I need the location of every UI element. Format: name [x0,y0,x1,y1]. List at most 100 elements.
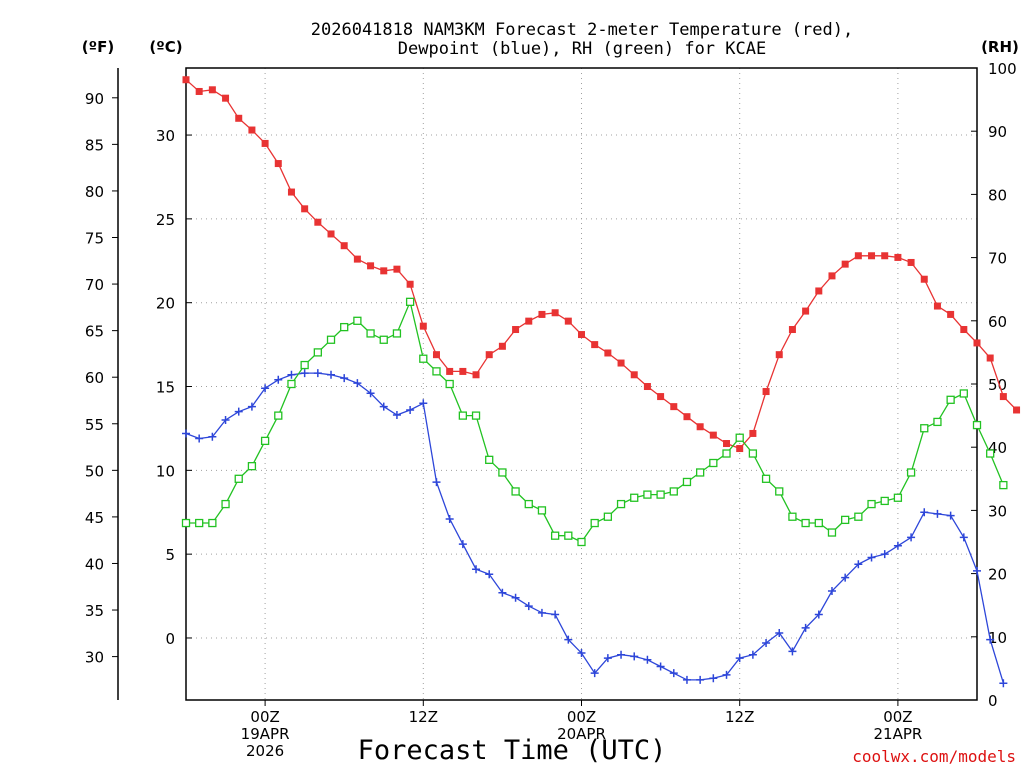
fahrenheit-tick-label: 50 [85,462,104,480]
dewpoint-point [959,533,968,542]
temperature-point [327,230,335,238]
celsius-unit-label: (ºC) [149,38,182,56]
rh-point [722,449,731,458]
temperature-point [683,413,691,421]
temperature-point [551,309,559,317]
temperature-point [538,310,546,318]
temperature-point [736,445,744,453]
temperature-point [287,188,295,196]
rh-point [524,499,533,509]
dewpoint-point [933,509,942,518]
temperature-point [261,139,269,147]
dewpoint-point [524,602,533,611]
temperature-point [459,367,467,375]
dewpoint-point [419,399,428,408]
fahrenheit-tick-label: 45 [85,509,104,527]
celsius-tick-label: 30 [156,127,175,145]
dewpoint-point [854,560,863,569]
temperature-point [591,341,599,349]
dewpoint-point [551,610,560,619]
dewpoint-point [498,588,507,597]
x-tick-label: 21APR [873,725,922,743]
fahrenheit-tick-label: 30 [85,649,104,667]
dewpoint-point [603,654,612,663]
data-series [181,76,1021,688]
celsius-tick-label: 5 [165,546,175,564]
temperature-point [406,280,414,288]
rh-point [260,436,270,446]
celsius-tick-label: 10 [156,462,175,480]
rh-point [471,411,481,420]
rh-point [287,379,296,389]
rh-point [485,455,494,464]
rh-point [590,518,599,528]
dewpoint-point [577,649,586,658]
fahrenheit-tick-label: 60 [85,369,104,387]
rh-point [498,468,507,477]
dewpoint-point [999,679,1008,688]
temperature-point [248,126,256,134]
dewpoint-point [841,573,850,582]
dewpoint-point [696,675,705,684]
fahrenheit-tick-label: 55 [85,416,104,434]
rh-point [775,487,784,496]
dewpoint-point [748,650,757,659]
temperature-point [235,114,243,122]
dewpoint-point [564,635,573,644]
rh-point [933,417,942,427]
rh-tick-label: 0 [988,692,998,710]
temperature-point [340,242,348,250]
temperature-point [393,265,401,273]
x-tick-label: 20APR [557,725,606,743]
dewpoint-point [880,550,889,559]
dewpoint-point [247,402,256,411]
dewpoint-point [300,369,309,378]
celsius-tick-label: 15 [156,379,175,397]
temperature-point [367,262,375,270]
temperature-point [274,160,282,168]
celsius-tick-label: 20 [156,295,175,313]
dewpoint-point [630,652,639,661]
rh-point [946,395,955,404]
temperature-point [1013,406,1021,414]
dewpoint-point [274,375,283,384]
celsius-tick-label: 25 [156,211,175,229]
dewpoint-point [182,429,190,438]
temperature-point [788,326,796,334]
dewpoint-point [827,587,836,596]
rh-point [682,477,692,487]
dewpoint-point [893,541,902,550]
temperature-point [630,371,638,379]
temperature-point [657,393,665,401]
dewpoint-point [366,389,375,398]
x-axis-label: Forecast Time (UTC) [358,735,667,766]
dewpoint-point [340,374,349,383]
temperature-point [828,272,836,280]
temperature-point [498,342,506,350]
dewpoint-point [920,508,929,517]
fahrenheit-tick-label: 85 [85,136,104,154]
temperature-point [986,354,994,362]
temperature-point [854,252,862,260]
rh-point [656,490,665,499]
temperature-line [185,79,1018,450]
temperature-point [960,326,968,334]
rh-point [761,474,771,483]
rh-point [841,515,850,525]
temperature-point [525,317,533,325]
fahrenheit-tick-label: 75 [85,230,104,248]
credit-label: coolwx.com/models [852,747,1016,766]
rh-point [366,329,375,338]
dewpoint-point [234,407,243,416]
dewpoint-point [656,662,665,671]
dewpoint-point [722,670,731,679]
rh-point [432,367,441,376]
rh-point [696,468,705,477]
dewpoint-point [537,608,546,617]
rh-point [537,506,547,515]
dewpoint-point [287,370,296,379]
temperature-point [222,94,230,102]
chart-title-line1: 2026041818 NAM3KM Forecast 2-meter Tempe… [311,20,853,40]
fahrenheit-tick-label: 40 [85,555,104,573]
